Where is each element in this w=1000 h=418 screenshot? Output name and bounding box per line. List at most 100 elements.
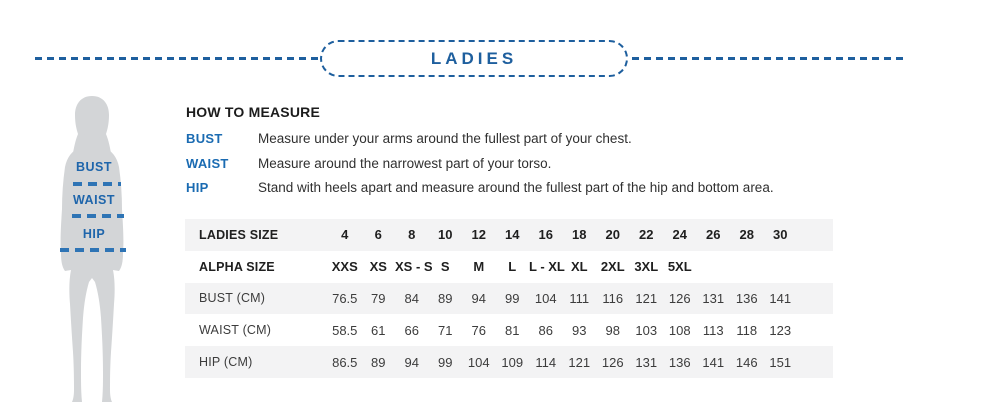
size-cell: 141 bbox=[769, 290, 792, 306]
row-label: LADIES SIZE bbox=[199, 227, 279, 242]
measure-row: BUST Measure under your arms around the f… bbox=[186, 127, 886, 152]
size-cell: 111 bbox=[569, 290, 590, 306]
size-cell: L - XL bbox=[529, 259, 565, 275]
size-cell: 20 bbox=[605, 227, 620, 243]
size-cell: 61 bbox=[371, 322, 386, 338]
row-label: BUST (CM) bbox=[199, 291, 266, 306]
measure-description: Measure around the narrowest part of you… bbox=[258, 155, 552, 171]
figure-hip-label: HIP bbox=[82, 227, 106, 241]
size-cell: 151 bbox=[769, 354, 792, 370]
table-row: BUST (CM) 76.5 79 84 89 94 99 104 111 116 121 126 13… bbox=[185, 282, 833, 315]
size-cell: 114 bbox=[535, 354, 557, 370]
measure-term: HIP bbox=[186, 180, 209, 195]
size-cell: 5XL bbox=[667, 259, 692, 275]
measurement-figure: BUST WAIST HIP bbox=[44, 94, 144, 410]
size-cell: 22 bbox=[639, 227, 654, 243]
size-cell: 99 bbox=[505, 290, 520, 306]
size-cell: XS bbox=[369, 259, 387, 275]
size-cell: 123 bbox=[769, 322, 792, 338]
size-cell: 89 bbox=[371, 354, 386, 370]
measure-row: WAIST Measure around the narrowest part o… bbox=[186, 152, 886, 177]
size-cell: 2XL bbox=[600, 259, 625, 275]
size-cell: 104 bbox=[534, 290, 557, 306]
size-cell: 118 bbox=[736, 322, 758, 338]
size-cell: 12 bbox=[471, 227, 486, 243]
size-cell: 121 bbox=[635, 290, 658, 306]
table-row: HIP (CM) 86.5 89 94 99 104 109 114 121 126 131 136 1… bbox=[185, 346, 833, 378]
size-cell: 116 bbox=[602, 290, 624, 306]
figure-waist-label: WAIST bbox=[72, 193, 116, 207]
size-cell: XS - S bbox=[395, 259, 433, 275]
size-cell: 131 bbox=[702, 290, 725, 306]
size-cell: 79 bbox=[371, 290, 386, 306]
size-cell: 131 bbox=[635, 354, 658, 370]
figure-hip-measure-line bbox=[60, 248, 126, 252]
table-row: ALPHA SIZE XXS XS XS - S S M L L - XL XL 2XL 3XL 5X… bbox=[185, 251, 833, 283]
measure-row: HIP Stand with heels apart and measure ar… bbox=[186, 176, 886, 201]
size-cell: 121 bbox=[568, 354, 591, 370]
size-cell: 86.5 bbox=[332, 354, 358, 370]
size-cell: S bbox=[440, 259, 450, 275]
size-cell: 76 bbox=[471, 322, 486, 338]
ladies-badge-label: LADIES bbox=[430, 48, 518, 68]
size-cell: 113 bbox=[702, 322, 724, 338]
size-cell: 94 bbox=[404, 354, 419, 370]
size-cell: 8 bbox=[408, 227, 416, 243]
size-cell: 58.5 bbox=[332, 322, 358, 338]
measure-term: WAIST bbox=[186, 155, 229, 171]
row-label: HIP (CM) bbox=[199, 355, 253, 370]
size-cell: 103 bbox=[635, 322, 658, 338]
size-cell: 26 bbox=[706, 227, 721, 243]
size-table: LADIES SIZE 4 6 8 10 12 14 16 18 20 22 24 26 28 30 ALPH… bbox=[185, 219, 833, 378]
size-cell: 24 bbox=[672, 227, 687, 243]
size-cell: 28 bbox=[739, 227, 754, 243]
size-cell: 104 bbox=[467, 354, 490, 370]
size-cell: 4 bbox=[341, 227, 349, 243]
size-cell: 109 bbox=[501, 354, 524, 370]
size-cell: M bbox=[473, 259, 485, 275]
size-cell: 3XL bbox=[634, 259, 659, 275]
measure-description: Measure under your arms around the fulle… bbox=[258, 131, 632, 146]
figure-waist-measure-line bbox=[72, 214, 124, 218]
size-cell: 98 bbox=[605, 322, 620, 338]
banner-dashed-line-left bbox=[35, 57, 318, 60]
size-cell: 18 bbox=[572, 227, 587, 243]
size-cell: XXS bbox=[331, 259, 358, 275]
size-cell: 84 bbox=[404, 290, 419, 306]
size-cell: 108 bbox=[668, 322, 691, 338]
size-cell: 6 bbox=[374, 227, 382, 243]
size-cell: 136 bbox=[735, 290, 758, 306]
size-cell: 146 bbox=[735, 354, 758, 370]
size-cell: 71 bbox=[438, 322, 453, 338]
figure-bust-label: BUST bbox=[75, 160, 113, 174]
banner-dashed-line-right bbox=[632, 57, 906, 60]
size-cell: 126 bbox=[668, 290, 691, 306]
size-cell: 86 bbox=[538, 322, 553, 338]
size-cell: 30 bbox=[773, 227, 788, 243]
measure-term: BUST bbox=[186, 131, 223, 146]
row-label: WAIST (CM) bbox=[199, 323, 272, 338]
woman-silhouette-icon bbox=[60, 96, 124, 402]
row-label: ALPHA SIZE bbox=[199, 259, 275, 274]
size-cell: 89 bbox=[438, 290, 453, 306]
size-cell: 94 bbox=[471, 290, 486, 306]
size-cell: L bbox=[508, 259, 517, 275]
size-cell: 99 bbox=[438, 354, 453, 370]
size-cell: 76.5 bbox=[332, 290, 358, 306]
size-cell: 16 bbox=[538, 227, 553, 243]
size-cell: 10 bbox=[438, 227, 453, 243]
table-row: LADIES SIZE 4 6 8 10 12 14 16 18 20 22 24 26 28 30 bbox=[185, 219, 833, 251]
how-to-measure-title: HOW TO MEASURE bbox=[186, 104, 320, 120]
size-cell: XL bbox=[570, 259, 588, 275]
size-cell: 81 bbox=[505, 322, 520, 338]
size-cell: 136 bbox=[668, 354, 691, 370]
size-cell: 14 bbox=[505, 227, 520, 243]
ladies-badge: LADIES bbox=[320, 40, 628, 77]
size-cell: 126 bbox=[601, 354, 624, 370]
how-to-measure-section: HOW TO MEASURE BUST Measure under your ar… bbox=[186, 104, 886, 201]
table-row: WAIST (CM) 58.5 61 66 71 76 81 86 93 98 103 108 113 1… bbox=[185, 314, 833, 346]
size-cell: 141 bbox=[702, 354, 725, 370]
size-cell: 66 bbox=[404, 322, 419, 338]
how-to-measure-list: BUST Measure under your arms around the f… bbox=[186, 127, 886, 201]
